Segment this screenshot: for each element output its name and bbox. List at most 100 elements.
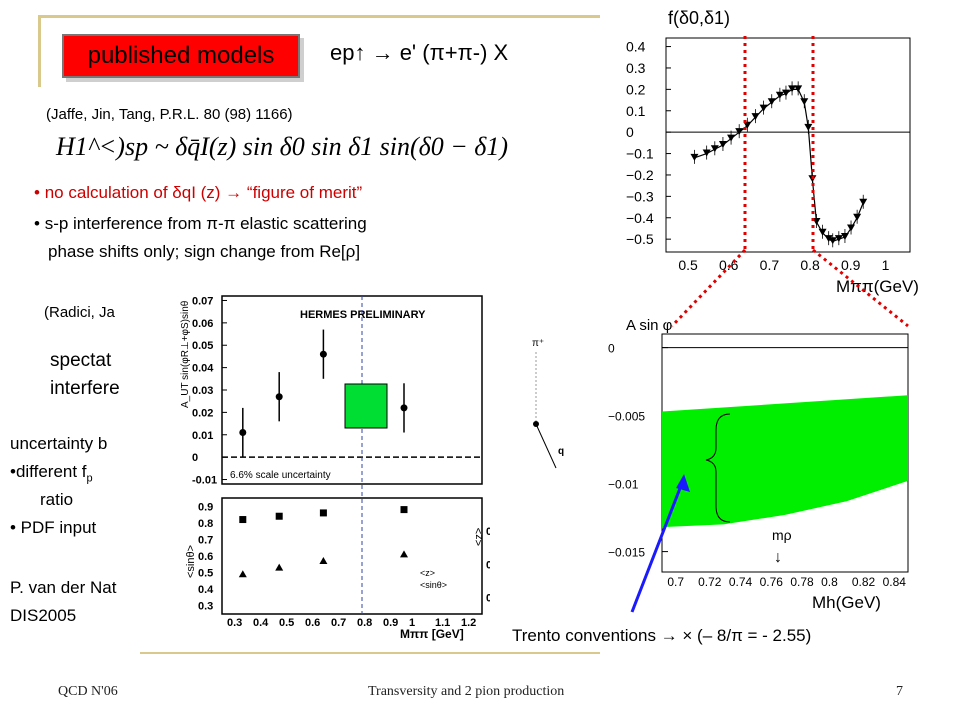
hermes-ytick-right: 0.5 bbox=[486, 526, 490, 538]
hermes-ytick: 0.01 bbox=[192, 430, 213, 442]
phase-shift-plot: f(δ0,δ1) Mππ(GeV) 0.4 0.3 0.2 0.1 0 −0.1 −0.2 −… bbox=[600, 0, 940, 300]
hermes-ytick-bottom: 0.9 bbox=[198, 501, 213, 513]
fplot-xtick: 0.7 bbox=[760, 257, 780, 273]
hermes-xtick: 0.7 bbox=[331, 617, 346, 629]
hermes-ytick: -0.01 bbox=[192, 475, 217, 487]
scale-note: 6.6% scale uncertainty bbox=[230, 470, 331, 481]
hermes-ytick: 0 bbox=[192, 452, 198, 464]
top-rule bbox=[38, 15, 618, 18]
hermes-xtick: 1.1 bbox=[435, 617, 450, 629]
fplot-frame bbox=[665, 37, 911, 253]
fplot-xlabel: Mππ(GeV) bbox=[836, 277, 919, 296]
hermes-z-marker bbox=[275, 563, 284, 571]
aplot-xtick: 0.76 bbox=[760, 575, 784, 589]
hermes-xtick: 0.5 bbox=[279, 617, 294, 629]
hermes-sin-marker bbox=[319, 509, 327, 517]
hermes-ylabel-top: A_UT sin(φR⊥+φS)sinθ bbox=[180, 300, 191, 408]
hermes-ytick: 0.06 bbox=[192, 318, 213, 330]
uncertainty-line-3: ratio bbox=[40, 490, 74, 509]
hermes-ytick-bottom: 0.7 bbox=[198, 534, 213, 546]
hermes-ytick-right: 0.3 bbox=[486, 592, 490, 604]
hermes-ytick: 0.07 bbox=[192, 295, 213, 307]
aplot-ytick: −0.015 bbox=[608, 546, 645, 560]
process-title: ep↑ → e' (π+π-) X bbox=[330, 40, 509, 65]
spectator-line-1: spectat bbox=[50, 350, 112, 371]
hermes-xtick: 0.8 bbox=[357, 617, 372, 629]
hermes-z-marker bbox=[238, 570, 247, 578]
bullet-3: phase shifts only; sign change from Re[ρ… bbox=[48, 242, 361, 261]
hermes-ytick-bottom: 0.5 bbox=[198, 568, 213, 580]
fplot-ytick: 0 bbox=[626, 124, 634, 140]
hermes-ytick: 0.03 bbox=[192, 385, 213, 397]
uncertainty-line-4: • PDF input bbox=[10, 518, 97, 537]
reference-jaffe: (Jaffe, Jin, Tang, P.R.L. 80 (98) 1166) bbox=[46, 106, 293, 123]
fplot-ytick: 0.3 bbox=[626, 60, 646, 76]
uncertainty-line-2: •different fp bbox=[10, 462, 93, 485]
hermes-xtick: 1.2 bbox=[461, 617, 476, 629]
legend-sin: <sinθ> bbox=[420, 580, 447, 590]
hermes-z-marker bbox=[319, 556, 328, 564]
aplot-xtick: 0.74 bbox=[729, 575, 753, 589]
hermes-xtick: 1 bbox=[409, 617, 415, 629]
hermes-ytick-bottom: 0.6 bbox=[198, 551, 213, 563]
blue-arrow bbox=[630, 477, 686, 613]
green-overlay-box bbox=[344, 383, 388, 429]
footer-center: Transversity and 2 pion production bbox=[368, 684, 565, 699]
hermes-xtick: 0.6 bbox=[305, 617, 320, 629]
hermes-sin-marker bbox=[239, 516, 247, 524]
aplot-band bbox=[662, 395, 908, 528]
reference-radici: (Radici, Ja bbox=[44, 304, 115, 321]
hermes-sin-marker bbox=[400, 506, 408, 514]
aplot-xtick: 0.72 bbox=[698, 575, 722, 589]
fplot-ytick: −0.3 bbox=[626, 188, 654, 204]
hermes-xtick: 0.9 bbox=[383, 617, 398, 629]
fplot-ytick: −0.5 bbox=[626, 231, 654, 247]
fplot-ytick: 0.4 bbox=[626, 39, 646, 55]
uncertainty-line-1: uncertainty b bbox=[10, 434, 108, 453]
asymmetry-plot: A sin φ Mh(GeV) mρ ↓ 0 −0.005 −0.01 −0.015 0… bbox=[596, 318, 936, 628]
hermes-point bbox=[319, 350, 327, 358]
bottom-panel-frame bbox=[221, 497, 483, 615]
aplot-xlabel: Mh(GeV) bbox=[812, 593, 881, 612]
fplot-ytick: −0.2 bbox=[626, 167, 654, 183]
trento-caption: Trento conventions → × (– 8/π = - 2.55) bbox=[512, 626, 812, 645]
fplot-ylabel: f(δ0,δ1) bbox=[668, 8, 730, 28]
diagram-fragment: π⁺ q bbox=[532, 338, 564, 469]
hermes-plot: HERMES PRELIMINARY 6.6% scale uncertaint… bbox=[170, 288, 490, 644]
aplot-ytick: −0.01 bbox=[608, 478, 639, 492]
hermes-point bbox=[275, 393, 283, 401]
diagram-label-q: q bbox=[558, 446, 564, 457]
fplot-xtick: 0.9 bbox=[841, 257, 861, 273]
brace bbox=[705, 413, 731, 523]
hermes-banner: HERMES PRELIMINARY bbox=[300, 309, 426, 321]
badge-label: published models bbox=[87, 42, 275, 69]
hermes-ytick: 0.02 bbox=[192, 407, 213, 419]
fplot-xtick: 0.5 bbox=[678, 257, 698, 273]
formula: H1^<)sp ~ δq̄I(z) sin δ0 sin δ1 sin(δ0 −… bbox=[56, 132, 508, 162]
hermes-xlabel: Mππ [GeV] bbox=[400, 627, 464, 641]
hermes-ylabel-bottom: <sinθ> bbox=[185, 545, 197, 578]
aplot-ytick: 0 bbox=[608, 342, 615, 356]
hermes-xtick: 0.4 bbox=[253, 617, 269, 629]
left-rule bbox=[38, 15, 41, 87]
aplot-xtick: 0.78 bbox=[790, 575, 814, 589]
hermes-point bbox=[400, 404, 408, 412]
hermes-ytick-bottom: 0.8 bbox=[198, 518, 213, 530]
aplot-xtick: 0.82 bbox=[852, 575, 876, 589]
conference-line: DIS2005 bbox=[10, 606, 77, 625]
aplot-ytick: −0.005 bbox=[608, 410, 645, 424]
fplot-ytick: −0.1 bbox=[626, 146, 654, 162]
diagram-label-pi: π⁺ bbox=[532, 338, 544, 349]
hermes-ytick-bottom: 0.4 bbox=[198, 584, 214, 596]
aplot-xtick: 0.8 bbox=[821, 575, 838, 589]
fplot-xtick: 1 bbox=[882, 257, 890, 273]
published-models-badge: published models bbox=[62, 34, 300, 78]
spectator-line-2: interfere bbox=[50, 378, 120, 399]
dotted-diag-left bbox=[670, 248, 747, 328]
author-line: P. van der Nat bbox=[10, 578, 117, 597]
hermes-xtick: 0.3 bbox=[227, 617, 242, 629]
footer-left: QCD N'06 bbox=[58, 684, 118, 699]
hermes-ytick: 0.04 bbox=[192, 363, 214, 375]
hermes-ytick-right: 0.4 bbox=[486, 559, 490, 571]
